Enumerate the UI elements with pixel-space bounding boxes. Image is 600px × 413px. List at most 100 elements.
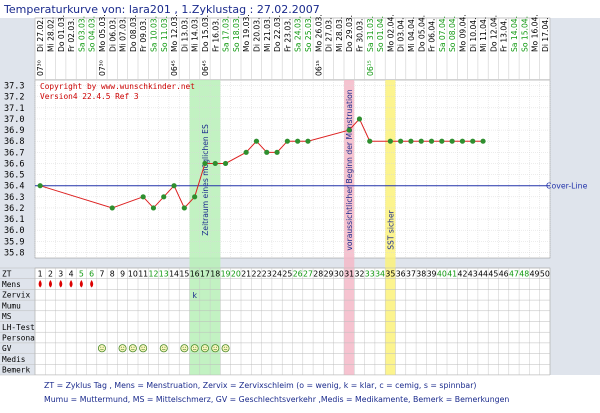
date-label: Mo 02.04. (386, 14, 395, 52)
date-label: Di 13.03. (180, 17, 189, 52)
chart-title: Temperaturkurve von: lara201 , 1.Zyklust… (3, 3, 320, 16)
cycle-day-label: 9 (120, 269, 125, 278)
gv-smiley (221, 344, 230, 353)
date-label: So 04.03. (88, 16, 97, 52)
temperature-point (356, 116, 363, 122)
gv-smiley-mouth (100, 348, 104, 351)
date-label: So 11.03. (160, 16, 169, 52)
gv-smiley-mouth (182, 348, 187, 351)
gv-smiley-eye (100, 346, 102, 348)
cycle-day-label: 4 (69, 269, 74, 278)
cycle-day-label: 15 (179, 269, 189, 278)
band-label: Zeitraum eines möglichen ES (201, 124, 210, 236)
temperature-point (387, 138, 393, 144)
legend-area (0, 375, 600, 413)
gv-smiley-eye (226, 346, 228, 348)
temperature-point (192, 194, 198, 200)
date-label: Fr 06.04. (428, 18, 437, 52)
gv-smiley-eye (123, 346, 125, 348)
temperature-point (367, 138, 373, 144)
band-label: voraussichtlicher Beginn der Menstruatio… (345, 89, 354, 250)
cycle-day-label: 3 (58, 269, 63, 278)
date-label: Sa 07.04. (438, 16, 447, 52)
cycle-day-label: 43 (468, 269, 478, 278)
date-label: Fr 23.03. (283, 18, 292, 52)
date-label: Do 01.03. (57, 15, 66, 52)
cycle-day-label: 49 (530, 269, 540, 278)
date-label: Do 29.03. (345, 15, 354, 52)
time-label: 07³⁰ (36, 60, 45, 76)
row-label: GV (2, 344, 12, 353)
copyright-text: Copyright by www.wunschkinder.net (40, 82, 195, 91)
date-label: Mo 05.03. (98, 14, 107, 52)
date-label: Fr 13.04. (500, 18, 509, 52)
temperature-point (202, 160, 208, 167)
date-label: Sa 31.03. (366, 16, 375, 52)
gv-smiley (139, 344, 148, 353)
gv-smiley-eye (131, 346, 133, 348)
gv-smiley-eye (185, 346, 187, 348)
cycle-day-label: 21 (241, 269, 251, 278)
temperature-point (161, 194, 167, 200)
time-label: 06⁴⁵ (170, 60, 179, 76)
gv-smiley-eye (143, 346, 145, 348)
date-label: Di 03.04. (397, 17, 406, 52)
y-tick-label: 37.0 (4, 115, 24, 125)
cycle-day-label: 11 (138, 269, 148, 278)
date-label: Do 22.03. (273, 15, 282, 52)
gv-smiley (97, 344, 106, 353)
date-label: Mi 28.02. (46, 17, 55, 52)
cycle-day-label: 44 (478, 269, 488, 278)
temperature-point (243, 149, 249, 155)
date-label: So 18.03. (232, 16, 241, 52)
cycle-day-label: 24 (272, 269, 282, 278)
gv-smiley-eye (195, 346, 197, 348)
cycle-day-label: 14 (169, 269, 179, 278)
gv-smiley-eye (164, 346, 166, 348)
cycle-day-label: 50 (540, 269, 550, 278)
gv-smiley-mouth (213, 348, 218, 351)
cycle-day-label: 45 (488, 269, 498, 278)
cycle-day-label: 5 (79, 269, 84, 278)
cycle-day-label: 19 (221, 269, 231, 278)
menstruation-drop (59, 280, 63, 288)
date-label: Fr 30.03. (355, 18, 364, 52)
gv-smiley-eye (162, 346, 164, 348)
temperature-point (418, 138, 424, 144)
temperature-point (171, 183, 177, 189)
date-label: Mo 26.03. (314, 14, 323, 52)
cycle-day-label: 8 (110, 269, 115, 278)
date-label: Sa 24.03. (294, 16, 303, 52)
date-label: Fr 02.03. (67, 18, 76, 52)
gv-smiley (128, 344, 137, 353)
temperature-point (408, 138, 414, 144)
y-tick-label: 37.1 (4, 104, 24, 114)
row-label: ZT (2, 269, 12, 278)
temperature-point (439, 138, 445, 144)
cycle-day-label: 38 (416, 269, 426, 278)
temperature-point (109, 205, 115, 211)
cycle-day-label: 22 (251, 269, 261, 278)
cycle-day-label: 20 (231, 269, 241, 278)
y-tick-label: 36.2 (4, 204, 24, 214)
gv-smiley-eye (203, 346, 205, 348)
temperature-point (428, 138, 435, 144)
gv-smiley-eye (223, 346, 225, 348)
gv-smiley-mouth (192, 348, 197, 351)
date-label: Di 10.04. (469, 17, 478, 52)
gv-smiley-mouth (131, 348, 135, 351)
cycle-day-label: 25 (282, 269, 292, 278)
date-label: Fr 09.03. (139, 18, 148, 52)
gv-smiley (190, 344, 199, 353)
cycle-day-label: 23 (262, 269, 272, 278)
gv-smiley-eye (215, 346, 217, 348)
row-label: Zervix (2, 291, 30, 300)
date-label: So 01.04. (376, 16, 385, 52)
cycle-day-label: 2 (48, 269, 53, 278)
temperature-point (305, 138, 311, 144)
cycle-day-label: 12 (148, 269, 158, 278)
gv-smiley-eye (205, 346, 207, 348)
y-tick-label: 36.8 (4, 137, 24, 147)
date-label: Di 20.03. (252, 17, 261, 52)
cycle-day-label: 40 (437, 269, 447, 278)
